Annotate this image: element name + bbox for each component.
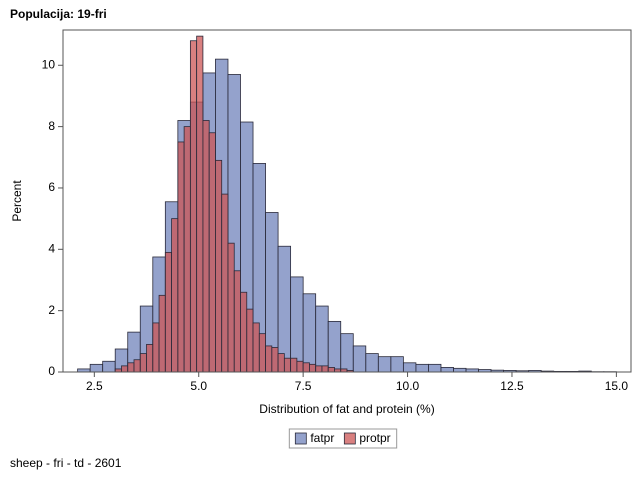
bar <box>316 306 329 372</box>
bar <box>291 277 304 372</box>
bar <box>203 120 209 372</box>
bar <box>128 363 134 372</box>
bar <box>147 344 153 372</box>
bar <box>328 321 341 372</box>
bar <box>140 354 146 372</box>
x-tick-label: 5.0 <box>190 379 207 393</box>
bar <box>366 354 379 372</box>
bar <box>316 366 322 372</box>
bar <box>215 160 221 372</box>
bar <box>222 194 228 372</box>
bar <box>159 295 165 372</box>
y-tick-label: 2 <box>48 303 55 317</box>
x-axis-label: Distribution of fat and protein (%) <box>259 402 434 416</box>
bar <box>378 357 391 372</box>
bar <box>253 323 259 372</box>
y-tick-label: 10 <box>42 57 56 71</box>
x-tick-label: 7.5 <box>295 379 312 393</box>
bar <box>272 347 278 372</box>
legend-swatch <box>295 433 306 444</box>
bar <box>328 367 334 372</box>
bar <box>428 364 441 372</box>
bar <box>103 361 116 372</box>
bar <box>278 354 284 372</box>
bar <box>153 323 159 372</box>
bar <box>234 271 240 372</box>
bar <box>178 142 184 372</box>
bar <box>266 346 272 372</box>
bar <box>247 309 253 372</box>
bar <box>284 358 290 372</box>
bar <box>341 334 354 372</box>
bar <box>297 361 303 372</box>
bar <box>403 363 416 372</box>
bar <box>454 368 467 372</box>
bar <box>121 366 127 372</box>
bar <box>278 246 291 372</box>
bar <box>416 364 429 372</box>
bar <box>291 358 297 372</box>
bar <box>190 41 196 372</box>
x-tick-label: 10.0 <box>396 379 420 393</box>
y-tick-label: 4 <box>48 241 55 255</box>
bar <box>241 292 247 372</box>
bar <box>90 364 103 372</box>
bar <box>322 366 328 372</box>
legend-label: fatpr <box>310 431 334 445</box>
x-tick-label: 2.5 <box>86 379 103 393</box>
bar <box>303 363 309 372</box>
bar <box>303 294 316 372</box>
y-axis-label: Percent <box>10 180 24 222</box>
bar <box>353 346 366 372</box>
bar <box>184 127 190 372</box>
x-tick-label: 12.5 <box>500 379 524 393</box>
bar <box>391 357 404 372</box>
chart-title: Populacija: 19-fri <box>10 7 107 21</box>
bar <box>209 133 215 372</box>
footnote: sheep - fri - td - 2601 <box>10 456 122 470</box>
bar <box>165 252 171 372</box>
bar <box>172 219 178 372</box>
y-tick-label: 8 <box>48 119 55 133</box>
y-tick-label: 0 <box>48 364 55 378</box>
legend-swatch <box>344 433 355 444</box>
x-tick-label: 15.0 <box>605 379 629 393</box>
bar <box>228 243 234 372</box>
bar <box>309 364 315 372</box>
legend-label: protpr <box>359 431 390 445</box>
bar <box>197 36 203 372</box>
bar <box>134 360 140 372</box>
y-tick-label: 6 <box>48 180 55 194</box>
bar <box>259 334 265 372</box>
bar <box>441 367 454 372</box>
